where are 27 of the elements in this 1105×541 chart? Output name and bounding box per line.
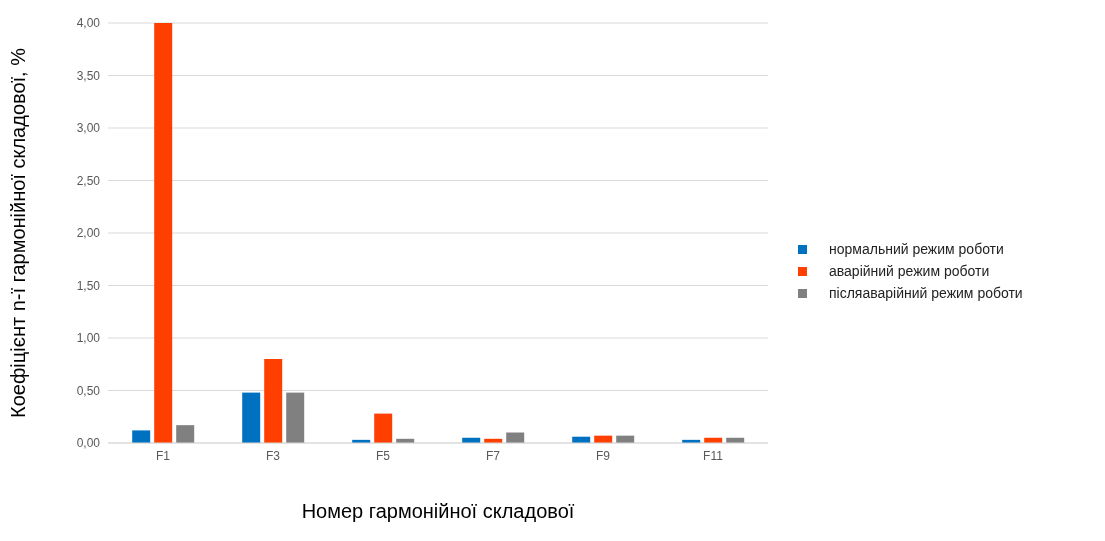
bar <box>132 430 151 443</box>
x-tick-label: F11 <box>703 448 724 463</box>
bar <box>264 359 283 443</box>
x-tick-label: F3 <box>265 448 281 463</box>
y-tick-label: 1,00 <box>76 331 101 346</box>
bar <box>374 413 393 443</box>
y-axis-title: Коефіцієнт n-ї гармонійної складової, % <box>7 47 30 419</box>
x-tick-label: F9 <box>595 448 611 463</box>
y-tick-label: 1,50 <box>76 278 101 293</box>
y-tick-label: 4,00 <box>76 16 101 31</box>
bar <box>286 392 305 443</box>
y-tick-label: 3,50 <box>76 68 101 83</box>
legend-label: післяаварійний режим роботи <box>829 284 1023 301</box>
y-tick-label: 2,00 <box>76 226 101 241</box>
x-axis-title: Номер гармонійної складової <box>301 500 575 522</box>
bar <box>154 23 173 443</box>
legend-label: аварійний режим роботи <box>829 262 990 279</box>
bar <box>242 392 261 443</box>
y-tick-label: 0,50 <box>76 383 101 398</box>
y-tick-label: 3,00 <box>76 121 101 136</box>
bar <box>176 425 195 443</box>
legend-label: нормальний режим роботи <box>829 240 1004 257</box>
y-tick-label: 2,50 <box>76 173 101 188</box>
x-tick-label: F7 <box>485 448 501 463</box>
x-tick-label: F1 <box>155 448 171 463</box>
x-tick-label: F5 <box>375 448 391 463</box>
y-tick-label: 0,00 <box>76 436 101 451</box>
